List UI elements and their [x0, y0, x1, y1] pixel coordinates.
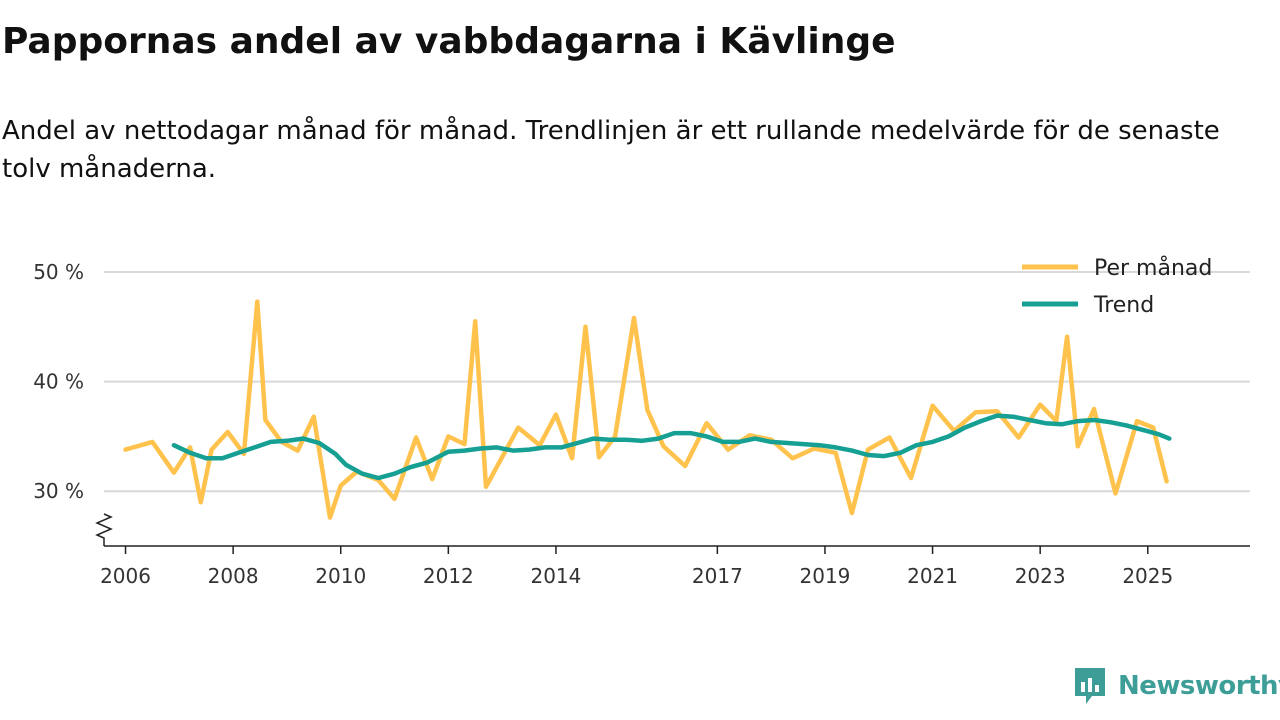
x-tick-label: 2014	[530, 564, 581, 588]
x-tick-label: 2021	[907, 564, 958, 588]
newsworthy-logo-icon	[1075, 668, 1105, 704]
x-tick-label: 2023	[1015, 564, 1066, 588]
y-tick-label: 50 %	[33, 260, 84, 284]
x-tick-label: 2017	[692, 564, 743, 588]
y-tick-label: 40 %	[33, 370, 84, 394]
brand-name: Newsworthy	[1118, 671, 1280, 701]
chart-subtitle: Andel av nettodagar månad för månad. Tre…	[2, 116, 1220, 184]
x-tick-label: 2025	[1122, 564, 1173, 588]
chart-title: Pappornas andel av vabbdagarna i Kävling…	[2, 21, 896, 62]
x-tick-label: 2008	[208, 564, 259, 588]
x-tick-label: 2010	[315, 564, 366, 588]
newsworthy-logo: Newsworthy	[1072, 666, 1280, 706]
x-tick-label: 2006	[100, 564, 151, 588]
legend: Per månad Trend	[1022, 255, 1212, 318]
x-axis: 2006 2008 2010 2012 2014 2017 2019 2021 2023 2025	[100, 545, 1250, 588]
gridlines	[104, 271, 1250, 493]
y-tick-label: 30 %	[33, 479, 84, 503]
legend-label-per-manad: Per månad	[1094, 255, 1212, 281]
series-layer	[123, 299, 1172, 520]
legend-label-trend: Trend	[1093, 293, 1154, 318]
x-tick-label: 2012	[423, 564, 474, 588]
series-line-trend	[171, 413, 1172, 481]
y-axis: 30 % 40 % 50 %	[33, 260, 113, 546]
series-line-per-manad	[123, 299, 1169, 520]
y-axis-break-icon	[95, 513, 113, 546]
x-tick-label: 2019	[800, 564, 851, 588]
